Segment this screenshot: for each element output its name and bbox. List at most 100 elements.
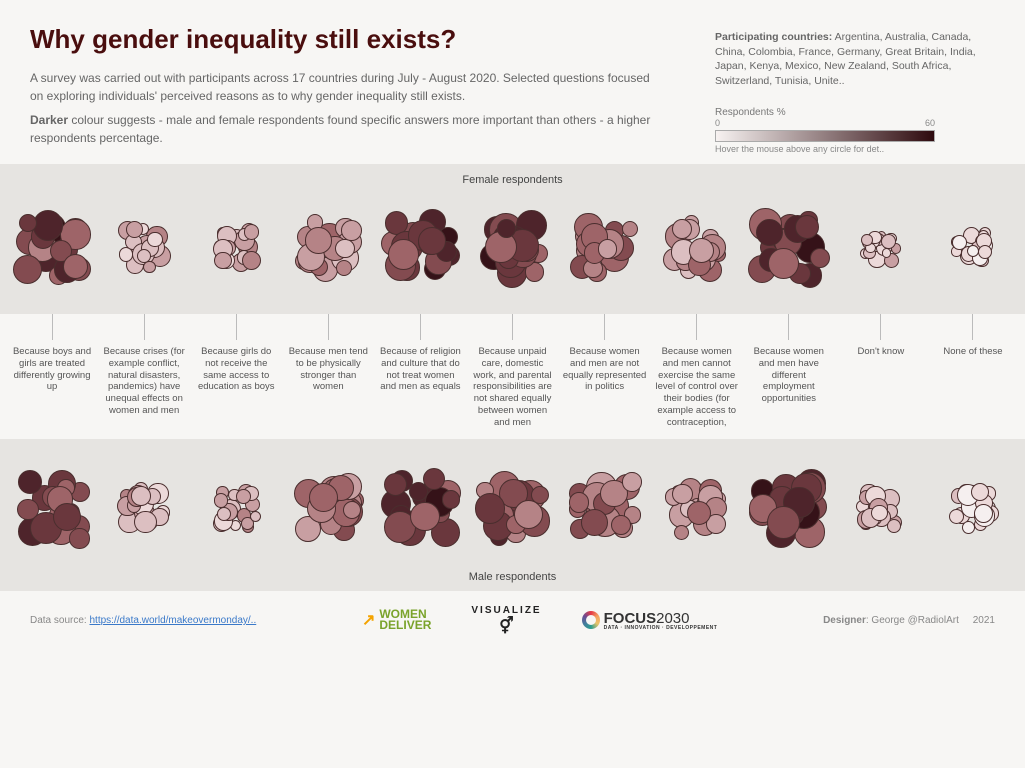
data-circle[interactable] [861,234,873,246]
circle-cluster [293,213,363,283]
data-circle[interactable] [887,519,901,533]
legend-gradient-bar [715,130,935,142]
data-circle[interactable] [69,528,89,548]
category-label: Because girls do not receive the same ac… [190,314,282,439]
data-circle[interactable] [214,252,232,270]
data-circle[interactable] [244,224,260,240]
data-circle[interactable] [134,511,157,534]
circle-cluster [567,471,643,547]
data-circle[interactable] [962,521,975,534]
circle-cluster [951,226,995,270]
circle-cluster [748,207,830,289]
female-label: Female respondents [0,174,1025,186]
source-label: Data source: [30,615,89,626]
category-text: Because unpaid care, domestic work, and … [470,346,554,429]
circle-cluster [474,470,552,548]
data-circle[interactable] [810,248,830,268]
category-label: Because men tend to be physically strong… [282,314,374,439]
category-label: Because women and men cannot exercise th… [651,314,743,439]
category-text: Because crises (for example conflict, na… [102,346,186,417]
data-circle[interactable] [242,251,261,270]
data-circle[interactable] [131,486,151,506]
tick-line [972,314,973,340]
category-label: None of these [927,314,1019,439]
circle-cluster [946,482,1000,536]
male-row [0,447,1025,571]
data-circle[interactable] [598,239,617,258]
data-circle[interactable] [250,511,261,522]
tick-line [328,314,329,340]
data-circle[interactable] [674,525,689,540]
circle-cluster [748,468,830,550]
data-circle[interactable] [236,489,251,504]
data-circle[interactable] [418,227,446,255]
data-circle[interactable] [214,493,229,508]
source-link[interactable]: https://data.world/makeovermonday/.. [89,615,256,626]
data-circle[interactable] [13,255,42,284]
cluster-cell [98,186,190,310]
data-circle[interactable] [305,227,331,253]
circle-cluster [663,214,731,282]
legend-min: 0 [715,118,720,128]
gender-icon: ⚥ [499,618,513,635]
data-circle[interactable] [19,214,37,232]
data-circle[interactable] [33,210,64,241]
data-circle[interactable] [611,515,631,535]
circle-cluster [291,472,365,546]
data-circle[interactable] [341,220,362,241]
category-text: Because girls do not receive the same ac… [194,346,278,394]
category-label: Because boys and girls are treated diffe… [6,314,98,439]
data-circle[interactable] [581,509,608,536]
circle-cluster [665,477,729,541]
data-circle[interactable] [622,221,638,237]
category-text: Because men tend to be physically strong… [286,346,370,394]
cluster-cell [835,447,927,571]
header-right: Participating countries: Argentina, Aust… [715,24,995,154]
data-circle[interactable] [18,470,42,494]
data-circle[interactable] [882,248,892,258]
cluster-cell [374,447,466,571]
data-circle[interactable] [442,490,461,509]
countries-label: Participating countries: [715,31,832,43]
intro-bold: Darker [30,113,68,127]
data-circle[interactable] [672,219,692,239]
tick-line [604,314,605,340]
data-circle[interactable] [137,249,151,263]
data-circle[interactable] [514,500,543,529]
data-circle[interactable] [217,507,231,521]
legend-scale: 0 60 [715,118,935,128]
data-circle[interactable] [335,239,354,258]
data-circle[interactable] [978,245,992,259]
cluster-cell [6,186,98,310]
data-circle[interactable] [343,501,361,519]
data-circle[interactable] [497,219,516,238]
data-circle[interactable] [971,483,989,501]
tick-line [52,314,53,340]
cluster-cell [6,447,98,571]
arrow-icon: ↗ [362,613,375,628]
tick-line [788,314,789,340]
data-circle[interactable] [569,492,589,512]
category-label: Because crises (for example conflict, na… [98,314,190,439]
cluster-cell [466,186,558,310]
data-circle[interactable] [410,502,439,531]
data-circle[interactable] [53,503,81,531]
circle-cluster [860,227,902,269]
data-circle[interactable] [974,504,993,523]
category-label: Don't know [835,314,927,439]
cluster-cell [927,447,1019,571]
data-circle[interactable] [689,238,714,263]
category-label: Because women and men have different emp… [743,314,835,439]
data-circle[interactable] [672,484,693,505]
data-circle[interactable] [622,472,641,491]
female-row [0,186,1025,310]
circle-cluster [12,208,92,288]
data-circle[interactable] [126,221,143,238]
data-circle[interactable] [475,493,505,523]
legend-max: 60 [925,118,935,128]
category-text: Don't know [839,346,923,358]
data-circle[interactable] [687,501,711,525]
data-circle[interactable] [336,260,352,276]
category-label: Because unpaid care, domestic work, and … [466,314,558,439]
intro-paragraph-2: Darker colour suggests - male and female… [30,111,665,147]
